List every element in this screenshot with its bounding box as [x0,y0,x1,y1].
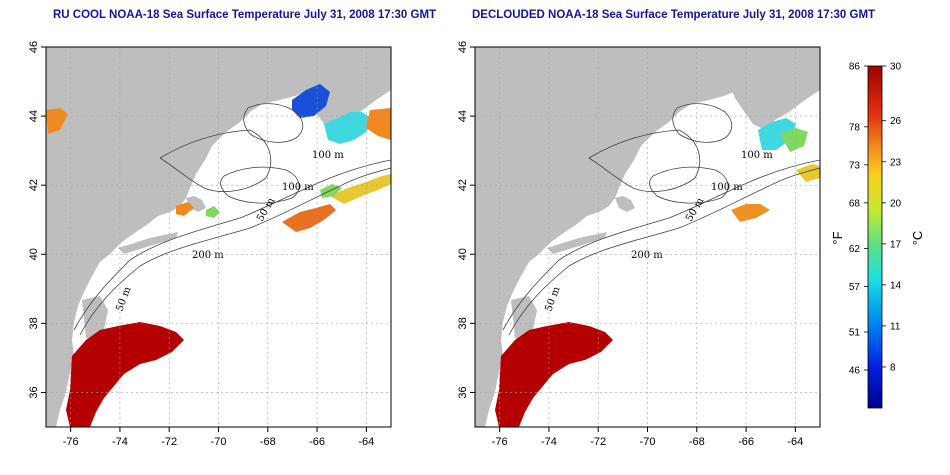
right-contour-label-200m: 200 m [631,250,663,261]
lat-tick-label: 36 [457,386,469,398]
left-sst-map: 100 m 100 m 50 m 200 m 50 m -76 -74 -72 -70… [28,41,392,448]
lat-tick-label: 44 [457,110,469,122]
lat-tick-label: 46 [457,41,469,53]
fahrenheit-tick-label: 78 [849,122,861,133]
fahrenheit-tick-label: 51 [849,328,861,339]
right-sst-map: 100 m 100 m 50 m 200 m 50 m -76 -74 -72 -70… [457,41,821,448]
lat-tick-label: 38 [28,317,40,329]
left-orange-patch [176,202,194,216]
left-small-orange [46,108,68,134]
lat-tick-label: 36 [28,386,40,398]
celsius-unit-label: °C [910,231,925,246]
lon-tick-label: -74 [541,436,557,448]
fahrenheit-tick-label: 86 [849,62,861,73]
lat-tick-label: 38 [457,317,469,329]
lat-tick-label: 42 [457,179,469,191]
right-land-mass [475,47,820,427]
left-nova-scotia [300,62,391,130]
lon-tick-label: -70 [640,436,656,448]
celsius-tick-label: 11 [890,321,901,332]
fahrenheit-tick-label: 57 [849,282,861,293]
lon-tick-label: -66 [738,436,754,448]
left-gridlines [46,47,391,427]
left-map-title: RU COOL NOAA-18 Sea Surface Temperature … [53,9,437,21]
fahrenheit-tick-label: 46 [849,366,861,377]
lat-tick-label: 46 [28,41,40,53]
fahrenheit-tick-label: 73 [849,160,861,171]
celsius-tick-label: 17 [890,239,902,250]
right-long-island [547,232,607,254]
left-long-island [118,232,178,254]
lon-tick-label: -74 [112,436,128,448]
fahrenheit-tick-label: 68 [849,198,861,209]
right-gulf-green [780,128,808,152]
left-land-mass [46,47,391,427]
celsius-tick-label: 23 [890,157,902,168]
lat-tick-label: 40 [28,248,40,260]
colorbar-gradient [867,65,883,409]
left-axis-ticks: -76 -74 -72 -70 -68 -66 -64 36 38 40 42 44 46 [28,41,374,448]
lon-tick-label: -64 [358,436,374,448]
celsius-tick-label: 30 [890,62,902,73]
left-shelf-warm [282,204,336,232]
lon-tick-label: -76 [63,436,79,448]
lon-tick-label: -72 [590,436,606,448]
temperature-colorbar: 30 26 23 20 17 14 11 8 86 78 73 68 62 57 51 46 °F °C [830,62,925,409]
left-contour-label-100m-north: 100 m [312,150,344,161]
right-shelf-warm [731,204,770,222]
fahrenheit-tick-label: 62 [849,244,861,255]
left-contour-label-100m-south: 100 m [282,182,314,193]
right-bathymetry-contours [502,103,820,336]
lon-tick-label: -68 [689,436,705,448]
left-gulf-stream-yellow [330,174,391,204]
lon-tick-label: -68 [260,436,276,448]
right-axis-ticks: -76 -74 -72 -70 -68 -66 -64 36 38 40 42 44 46 [457,41,803,448]
lat-tick-label: 44 [28,110,40,122]
left-contour-label-200m: 200 m [192,250,224,261]
right-contour-label-100m-south: 100 m [711,182,743,193]
celsius-tick-label: 8 [890,362,896,373]
right-contour-label-100m-north: 100 m [741,150,773,161]
lat-tick-label: 42 [28,179,40,191]
right-map-title: DECLOUDED NOAA-18 Sea Surface Temperatur… [472,9,876,21]
right-yellow-patch [796,164,820,182]
left-dense-ocean-hot [66,322,184,427]
lat-tick-label: 40 [457,248,469,260]
lon-tick-label: -72 [161,436,177,448]
fahrenheit-unit-label: °F [830,231,845,244]
left-bathymetry-contours [73,103,391,336]
left-nova-cool [292,84,330,118]
celsius-tick-label: 26 [890,116,902,127]
lon-tick-label: -64 [787,436,803,448]
celsius-tick-label: 14 [890,280,902,291]
celsius-tick-label: 20 [890,198,902,209]
left-nova-cyan [324,112,374,144]
right-dense-ocean-hot [495,322,613,427]
right-cape-cod [615,196,635,212]
lon-tick-label: -76 [492,436,508,448]
lon-tick-label: -66 [309,436,325,448]
left-green-patch [206,206,220,218]
right-nova-scotia [729,62,820,130]
colorbar-ticks: 30 26 23 20 17 14 11 8 86 78 73 68 62 57 51 46 [849,62,902,377]
right-gridlines [475,47,820,427]
lon-tick-label: -70 [211,436,227,448]
